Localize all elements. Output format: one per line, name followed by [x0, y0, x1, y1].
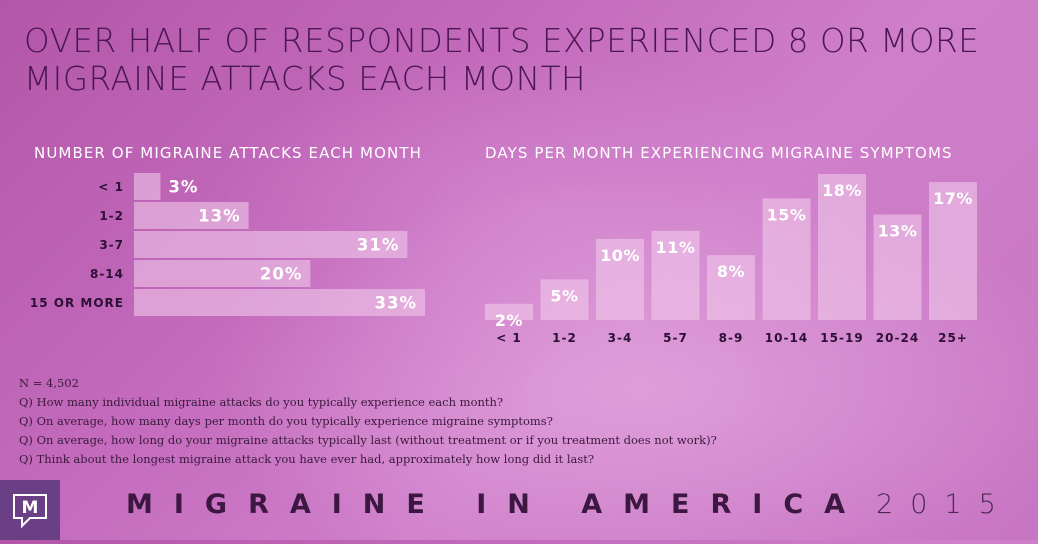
days-chart-title: DAYS PER MONTH EXPERIENCING MIGRAINE SYM… [485, 144, 953, 162]
days-bar [596, 238, 644, 320]
days-value-label: 2% [495, 311, 523, 330]
attacks-value-label: 33% [375, 294, 418, 313]
days-value-label: 5% [550, 286, 578, 305]
days-value-label: 8% [717, 262, 745, 281]
days-bar [929, 182, 977, 320]
question-note: Q) How many individual migraine attacks … [19, 395, 504, 409]
days-bar-chart: 2%< 1 5% 1-2 10% 3-4 11% 5-7 8% 8-9 15% 10-14 18% 15… [485, 174, 977, 345]
days-bar [485, 303, 533, 320]
attacks-bar [134, 289, 425, 316]
days-bar [818, 174, 866, 320]
attacks-bar [134, 231, 408, 258]
days-category-label: 5-7 [663, 331, 688, 345]
attacks-category-label: 8-14 [90, 267, 124, 281]
attacks-category-label: 1-2 [99, 209, 124, 223]
attacks-chart-title: NUMBER OF MIGRAINE ATTACKS EACH MONTH [34, 144, 422, 162]
days-category-label: 20-24 [876, 331, 919, 345]
days-bar [762, 198, 811, 320]
days-value-label: 13% [878, 222, 918, 241]
attacks-value-label: 3% [168, 178, 198, 197]
days-category-label: 3-4 [608, 331, 633, 345]
attacks-bar-chart: < 1 3% 1-2 13% 3-7 31% 8-14 20% 15 OR MORE 33% [30, 173, 425, 316]
migraine-logo: M [0, 480, 60, 540]
days-category-label: 10-14 [765, 331, 808, 345]
days-bar [651, 230, 700, 320]
footnotes: N = 4,502 Q) How many individual migrain… [19, 374, 717, 469]
days-value-label: 11% [656, 238, 696, 257]
days-bar [540, 279, 589, 320]
days-category-label: 25+ [938, 331, 968, 345]
attacks-bar [134, 260, 311, 287]
page-title: OVER HALF OF RESPONDENTS EXPERIENCED 8 O… [24, 22, 980, 98]
days-category-label: 8-9 [719, 331, 744, 345]
attacks-value-label: 20% [260, 265, 303, 284]
days-value-label: 15% [767, 205, 807, 224]
attacks-category-label: 15 OR MORE [30, 296, 124, 310]
logo-letter: M [22, 498, 39, 518]
attacks-bar [134, 173, 161, 200]
attacks-category-label: 3-7 [99, 238, 124, 252]
speech-bubble-m-icon: M [13, 494, 47, 529]
days-bar [873, 214, 922, 320]
attacks-category-label: < 1 [98, 180, 124, 194]
days-value-label: 10% [600, 246, 640, 265]
brand-year: 2015 [876, 489, 1013, 520]
days-category-label: 1-2 [552, 331, 577, 345]
attacks-value-label: 13% [198, 207, 241, 226]
brand-name: MIGRAINE IN AMERICA [126, 489, 867, 520]
question-note: Q) On average, how long do your migraine… [19, 433, 717, 447]
attacks-bar [134, 202, 249, 229]
days-bar [707, 255, 755, 320]
question-note: Q) Think about the longest migraine atta… [19, 452, 595, 466]
days-category-label: 15-19 [820, 331, 863, 345]
question-note: Q) On average, how many days per month d… [19, 414, 553, 428]
days-value-label: 18% [822, 181, 862, 200]
days-value-label: 17% [933, 189, 973, 208]
brand-footer: MIGRAINE IN AMERICA 2015 [126, 489, 1013, 520]
days-category-label: < 1 [496, 331, 522, 345]
sample-size-note: N = 4,502 [19, 376, 79, 390]
attacks-value-label: 31% [357, 236, 400, 255]
